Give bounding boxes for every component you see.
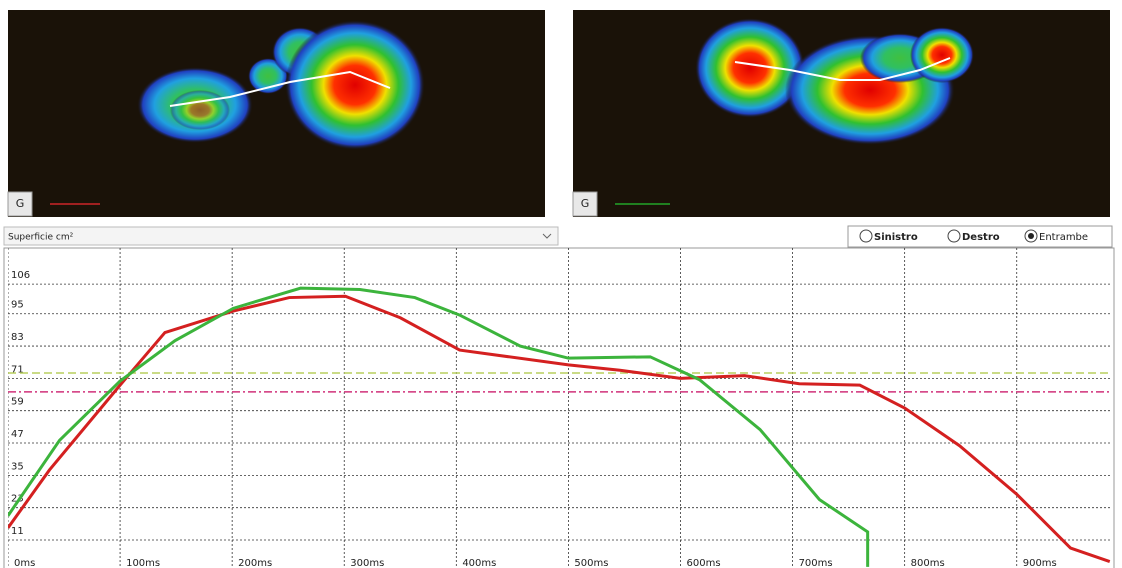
x-tick-label: 900ms bbox=[1023, 558, 1057, 568]
x-tick-label: 400ms bbox=[462, 558, 496, 568]
y-tick-label: 95 bbox=[11, 300, 24, 311]
y-tick-label: 59 bbox=[11, 397, 24, 408]
radio-group: Sinistro Destro Entrambe bbox=[848, 226, 1112, 247]
dropdown-text: Superficie cm² bbox=[8, 233, 74, 243]
y-tick-label: 83 bbox=[11, 332, 24, 343]
radio-label[interactable]: Entrambe bbox=[1039, 232, 1088, 243]
radio-label[interactable]: Sinistro bbox=[874, 232, 918, 243]
x-tick-label: 500ms bbox=[574, 558, 608, 568]
data-line bbox=[8, 288, 868, 567]
x-tick-label: 600ms bbox=[686, 558, 720, 568]
x-tick-label: 0ms bbox=[14, 558, 35, 568]
y-tick-label: 35 bbox=[11, 461, 24, 472]
y-tick-label: 106 bbox=[11, 270, 30, 281]
dropdown[interactable]: Superficie cm² bbox=[4, 227, 558, 245]
plot-frame bbox=[4, 248, 1114, 568]
x-tick-label: 700ms bbox=[799, 558, 833, 568]
data-line bbox=[8, 296, 1110, 561]
y-tick-label: 47 bbox=[11, 429, 24, 440]
radio-label[interactable]: Destro bbox=[962, 232, 1000, 243]
heatmap-right: G bbox=[573, 10, 1110, 217]
panel-badge[interactable]: G bbox=[16, 197, 25, 210]
radio[interactable] bbox=[948, 230, 960, 242]
x-tick-label: 300ms bbox=[350, 558, 384, 568]
app-window: G G Superficie cm² Sinistro Destro Entra… bbox=[0, 0, 1122, 568]
x-tick-label: 800ms bbox=[911, 558, 945, 568]
radio[interactable] bbox=[860, 230, 872, 242]
heatmap-left: G bbox=[8, 10, 545, 217]
x-tick-label: 200ms bbox=[238, 558, 272, 568]
y-tick-label: 11 bbox=[11, 526, 24, 537]
panel-badge[interactable]: G bbox=[581, 197, 590, 210]
x-tick-label: 100ms bbox=[126, 558, 160, 568]
